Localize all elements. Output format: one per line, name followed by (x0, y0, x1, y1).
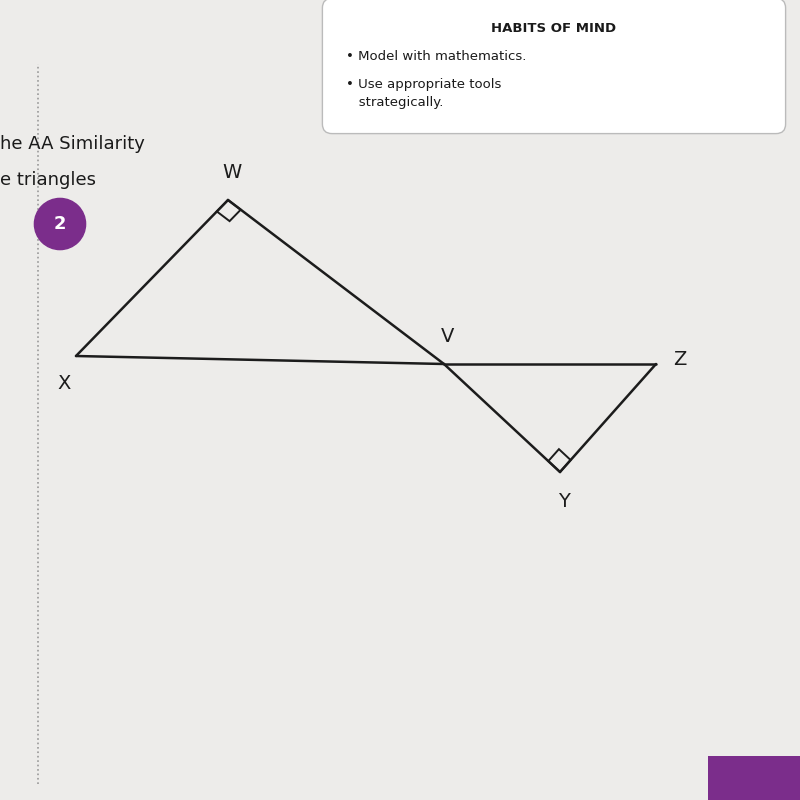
Text: HABITS OF MIND: HABITS OF MIND (491, 22, 617, 35)
Text: V: V (442, 327, 454, 346)
Text: e triangles: e triangles (0, 171, 96, 189)
FancyBboxPatch shape (322, 0, 786, 134)
Text: Y: Y (558, 492, 570, 511)
Text: • Model with mathematics.: • Model with mathematics. (346, 50, 526, 62)
Circle shape (34, 198, 86, 250)
Text: he AA Similarity: he AA Similarity (0, 135, 145, 153)
Text: Z: Z (674, 350, 687, 370)
Text: W: W (222, 163, 242, 182)
FancyBboxPatch shape (708, 756, 800, 800)
Text: 2: 2 (54, 215, 66, 233)
Text: X: X (58, 374, 70, 393)
Text: • Use appropriate tools
   strategically.: • Use appropriate tools strategically. (346, 78, 502, 110)
